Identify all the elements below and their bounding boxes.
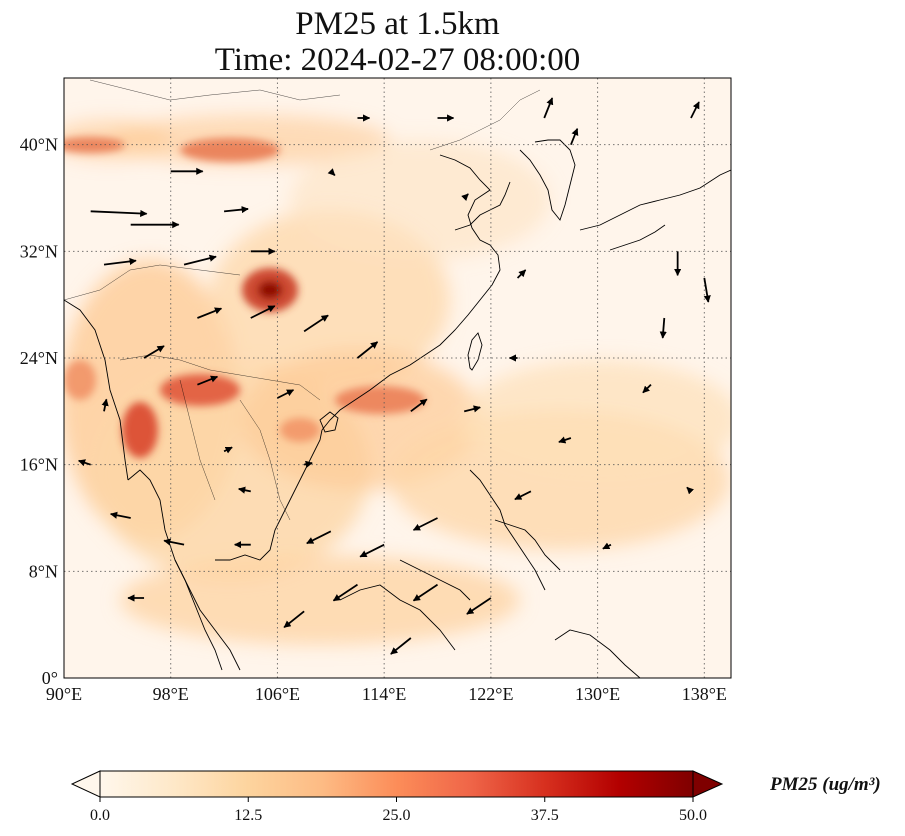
wind-arrow [390,637,412,655]
x-tick-label: 130°E [575,684,620,704]
x-tick-label: 106°E [255,684,300,704]
colorbar-extend-high [692,770,724,798]
wind-arrow [163,538,185,546]
wind-arrow [466,597,492,615]
wind-arrow [461,193,469,202]
pm25-hotspots [64,137,425,458]
colorbar-label: PM25 (ug/m³) [770,774,881,795]
y-tick-label: 32°N [20,241,58,261]
y-tick-label: 24°N [20,348,58,368]
hotspot-tonkin [280,418,320,442]
wind-arrow [543,97,554,119]
wind-arrow [238,486,251,494]
wind-arrow [109,511,131,519]
wind-arrow [463,405,481,413]
wind-arrow [356,341,379,359]
wind-arrow [283,610,305,629]
wind-arrow [602,542,612,550]
wind-arrow [303,460,313,468]
map-title-line2: Time: 2024-02-27 08:00:00 [214,42,581,78]
hotspot-north [180,138,280,162]
country-borders [64,79,541,521]
wind-arrow [90,209,148,218]
coastlines [64,139,731,678]
pm25-field [64,115,731,645]
wind-arrow [516,269,527,279]
map-frame [63,77,732,679]
wind-arrow [686,486,695,495]
gridlines [64,78,731,678]
hotspot-myanmar [122,402,158,458]
wind-arrow [514,490,532,501]
wind-arrow [642,384,652,394]
x-tick-label: 114°E [362,684,407,704]
wind-arrow [659,317,667,339]
x-tick-label: 138°E [682,684,727,704]
wind-arrow [277,389,295,399]
wind-arrow [223,205,249,214]
wind-vectors [77,97,711,655]
map-title-line1: PM25 at 1.5km [295,6,500,42]
hotspot-west [64,137,125,153]
colorbar-gradient [99,770,694,798]
y-tick-label: 40°N [20,135,58,155]
wind-arrow [223,446,233,454]
colorbar-extend-low [70,770,101,798]
wind-arrow [250,305,276,319]
map-panel [64,78,731,678]
hotspot-sichuan-core [258,281,282,299]
wind-arrow [412,583,439,602]
wind-arrow [306,530,332,545]
y-tick-label: 16°N [20,455,58,475]
hotspot-bengal [64,360,96,400]
wind-arrow [690,101,700,119]
wind-arrow [101,398,109,412]
colorbar-tick-label: 37.5 [531,807,559,824]
hotspot-yunnan [160,374,240,406]
y-tick-label: 0° [42,668,58,688]
wind-arrow [570,127,579,146]
colorbar-tick-label: 0.0 [90,807,110,824]
wind-arrow [412,517,438,531]
wind-arrow [703,277,711,303]
wind-arrow [327,168,336,176]
x-axis-ticks: 90°E 98°E 106°E 114°E 122°E 130°E 138°E [46,684,727,704]
colorbar-tick-label: 50.0 [679,807,707,824]
wind-arrow [183,254,217,266]
y-tick-label: 8°N [29,561,58,581]
hotspot-south-china [335,386,425,414]
colorbar-ticks: 0.0 12.5 25.0 37.5 50.0 [90,797,707,824]
colorbar: 0.0 12.5 25.0 37.5 50.0 [70,770,724,824]
wind-arrow [103,257,137,266]
wind-arrow [303,314,329,333]
x-tick-label: 90°E [46,684,82,704]
wind-arrow [410,398,428,413]
wind-arrow [332,583,358,602]
wind-arrow [77,459,91,467]
colorbar-tick-label: 12.5 [234,807,262,824]
wind-arrow [143,345,165,359]
wind-arrow [359,543,385,558]
wind-arrow [558,436,572,444]
x-tick-label: 98°E [153,684,189,704]
x-tick-label: 122°E [468,684,513,704]
wind-arrow [197,307,223,319]
colorbar-tick-label: 25.0 [383,807,411,824]
y-axis-ticks: 0° 8°N 16°N 24°N 32°N 40°N [20,135,58,688]
wind-arrow [197,375,219,386]
